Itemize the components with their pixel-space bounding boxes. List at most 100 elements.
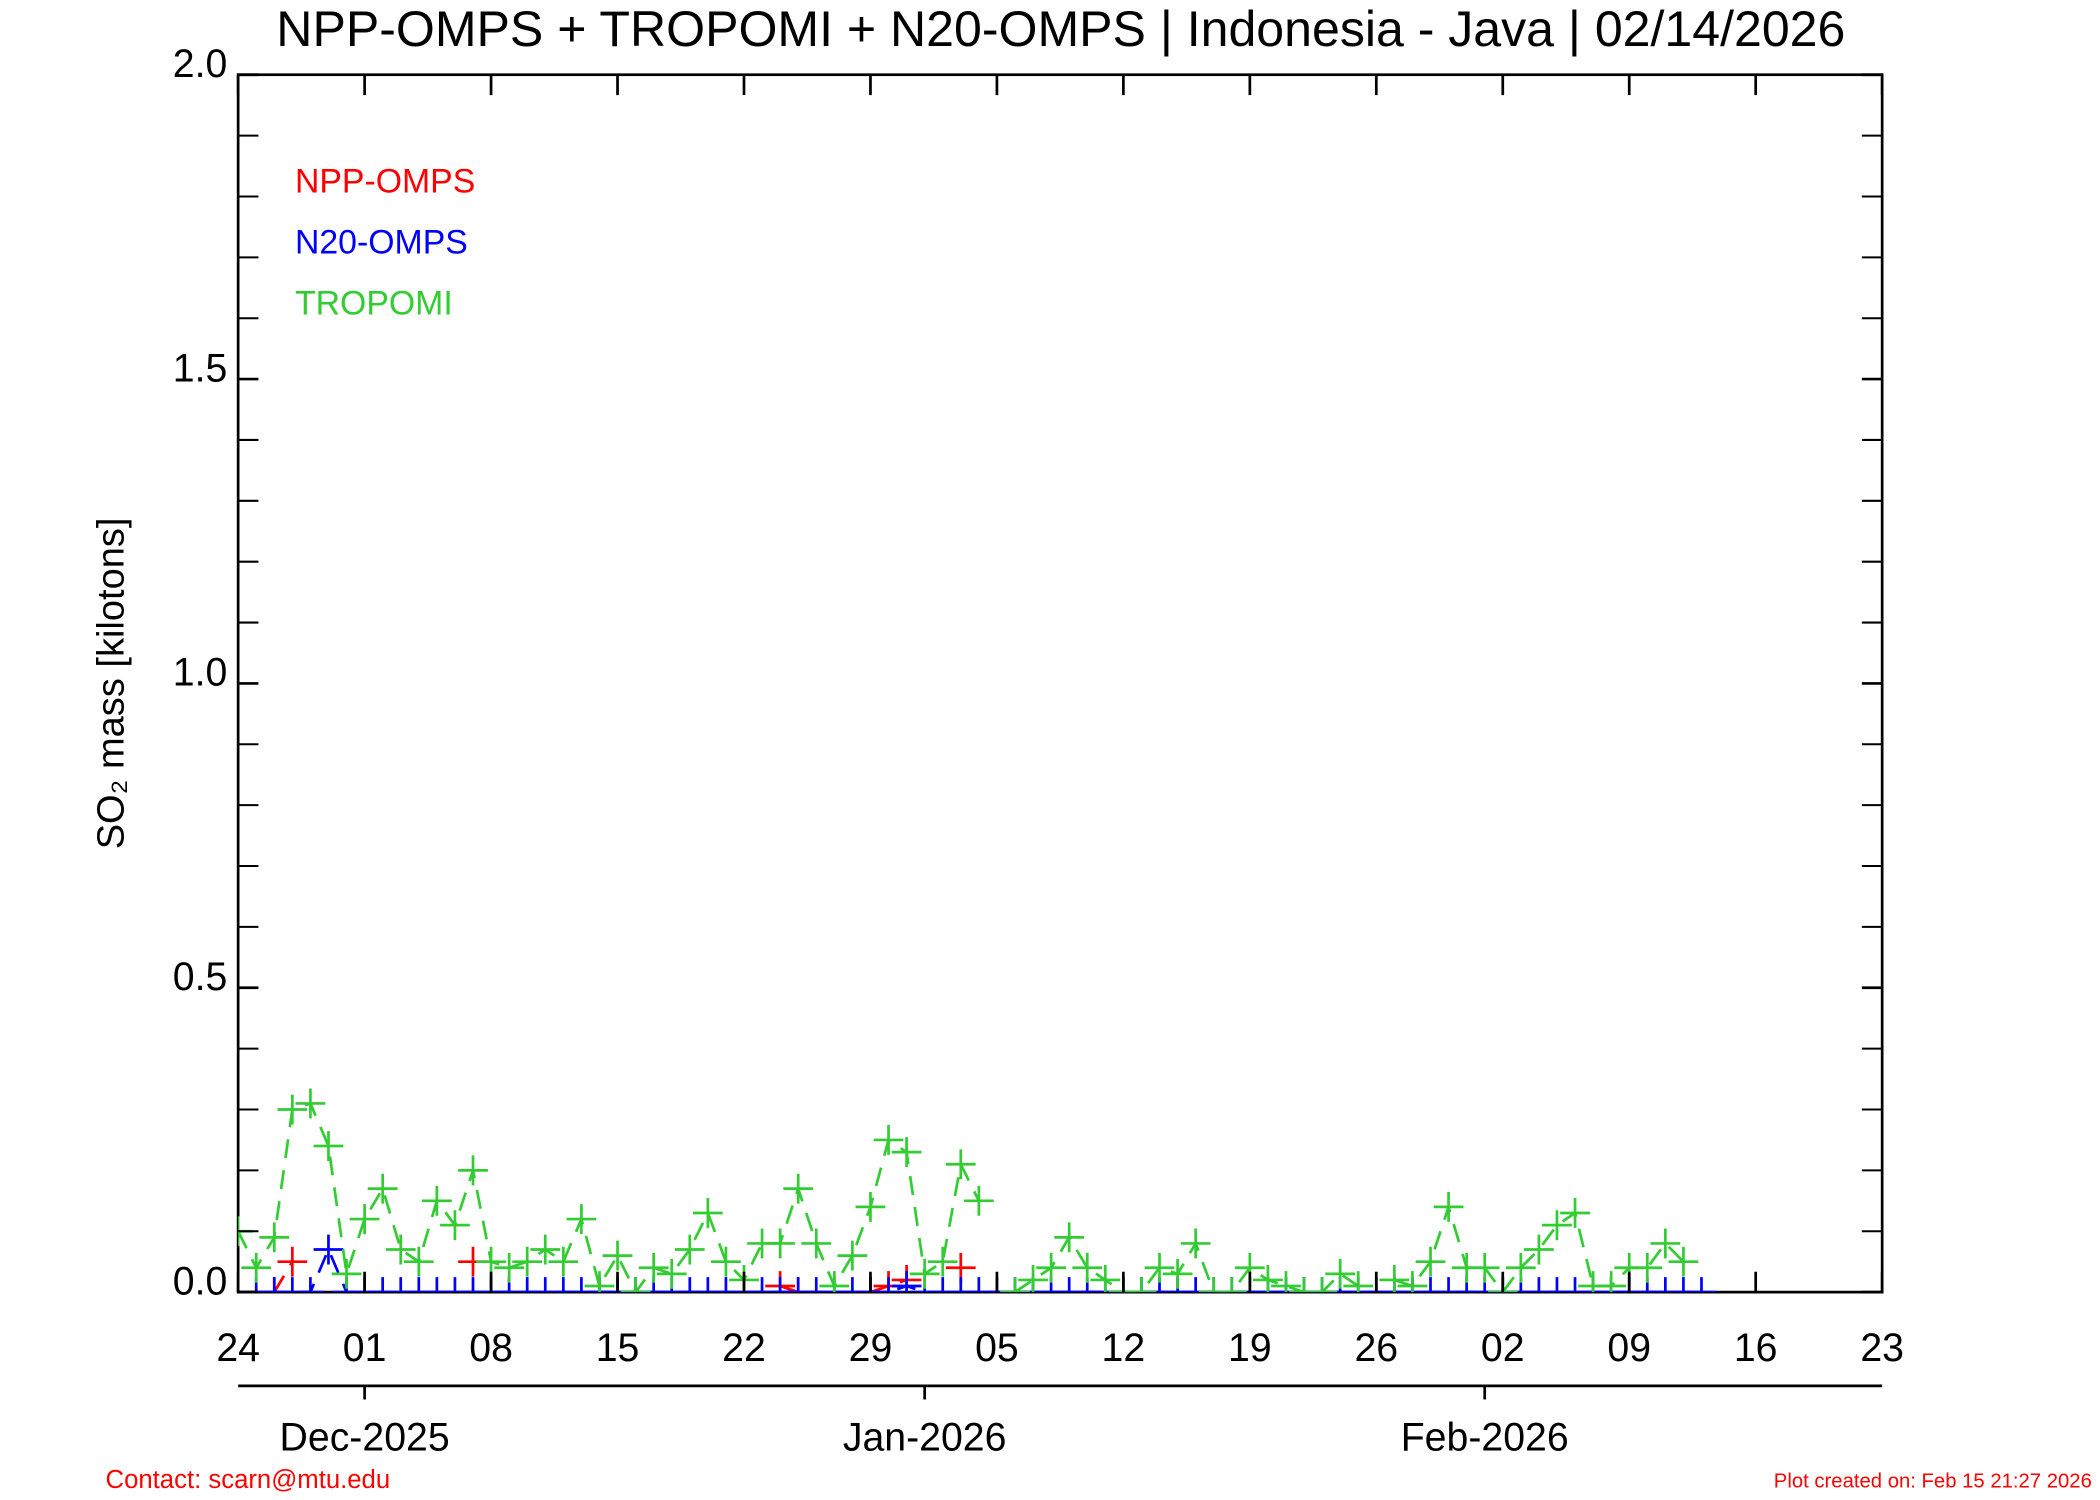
marker [801,1228,832,1259]
marker [385,1277,416,1293]
marker [1397,1271,1428,1293]
marker [440,1210,470,1241]
marker [711,1246,741,1277]
marker [1054,1222,1085,1253]
marker [783,1173,814,1204]
marker [620,1277,651,1293]
x-tick-label: 05 [975,1326,1019,1370]
marker [1307,1277,1337,1293]
marker [295,1277,326,1293]
x-tick-label: 24 [216,1326,260,1370]
marker [1650,1228,1681,1259]
marker [259,1222,290,1253]
marker [566,1204,597,1235]
y-tick-label: 2.0 [173,42,228,86]
marker [1415,1277,1446,1293]
marker [1036,1252,1066,1283]
marker [1686,1277,1717,1293]
marker [747,1277,777,1293]
y-tick-label: 0.5 [173,955,228,999]
marker [1632,1252,1663,1283]
marker [1415,1246,1446,1277]
marker [837,1277,868,1293]
month-label: Jan-2026 [843,1416,1007,1460]
marker [458,1277,488,1293]
marker [1560,1198,1590,1228]
marker [1542,1210,1572,1241]
marker [1596,1271,1627,1293]
legend-entry: TROPOMI [295,285,453,323]
marker [512,1246,543,1277]
x-tick-label: 12 [1102,1326,1146,1370]
legend-entry: NPP-OMPS [295,162,475,200]
marker [367,1173,398,1204]
x-tick-label: 19 [1228,1326,1272,1370]
marker [1542,1277,1572,1293]
marker [1162,1258,1193,1289]
plot-area [238,1088,1717,1293]
marker [530,1277,561,1293]
x-tick-label: 29 [849,1326,893,1370]
marker [602,1240,633,1271]
plot-frame [236,73,1884,1294]
y-axis-label: SO₂ mass [kilotons] [91,518,133,850]
month-label: Dec-2025 [280,1416,450,1460]
marker [1668,1277,1699,1293]
marker [1433,1191,1464,1222]
marker [530,1234,561,1265]
marker [1018,1265,1048,1293]
marker [1144,1252,1175,1283]
marker [548,1246,579,1277]
marker [295,1088,326,1119]
x-tick-label: 16 [1734,1326,1778,1370]
marker [945,1149,976,1180]
marker [277,1246,308,1277]
month-label: Feb-2026 [1401,1416,1569,1460]
marker [259,1277,290,1293]
marker [692,1277,723,1293]
series-line [238,1246,1702,1293]
marker [403,1277,434,1293]
marker [909,1258,940,1289]
marker [1271,1271,1301,1293]
x-tick-label: 02 [1481,1326,1525,1370]
marker [1469,1252,1500,1283]
marker [1668,1246,1699,1277]
x-tick-label: 01 [343,1326,387,1370]
marker [819,1271,850,1293]
marker [566,1277,597,1293]
marker [1216,1277,1247,1293]
marker [963,1185,994,1216]
marker [891,1137,922,1168]
marker [277,1094,308,1125]
marker [476,1246,506,1277]
marker [656,1258,687,1289]
marker [855,1191,886,1222]
marker [801,1277,832,1293]
marker [711,1277,741,1293]
marker [963,1277,994,1293]
marker [241,1252,272,1283]
marker [584,1271,615,1293]
marker [1090,1265,1121,1293]
marker [1289,1277,1319,1293]
contact: Contact: scarn@mtu.edu [106,1466,391,1494]
marker [1505,1252,1536,1283]
marker [1126,1277,1157,1293]
marker [421,1277,452,1293]
marker [421,1185,452,1216]
x-tick-label: 26 [1354,1326,1398,1370]
marker [548,1277,579,1293]
marker [837,1240,868,1271]
marker [783,1277,814,1293]
y-tick-label: 1.5 [173,346,228,390]
marker [873,1277,904,1293]
marker [945,1277,976,1293]
marker [277,1277,308,1293]
legend-entry: N20-OMPS [295,223,468,261]
marker [1180,1277,1211,1293]
marker [1524,1234,1554,1265]
marker [692,1198,723,1228]
marker [1198,1277,1229,1293]
marker [1560,1277,1590,1293]
